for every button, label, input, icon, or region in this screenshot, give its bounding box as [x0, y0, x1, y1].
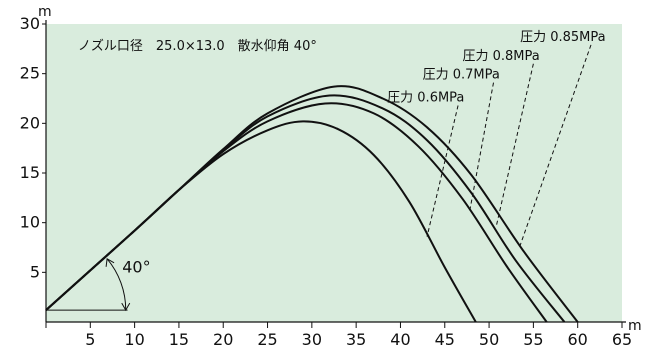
x-tick-label: 45 [435, 330, 455, 349]
x-tick-label: 40 [390, 330, 410, 349]
x-tick-label: 30 [302, 330, 322, 349]
series-label: 圧力 0.85MPa [520, 30, 606, 45]
y-tick-label: 20 [20, 113, 40, 132]
label-leader-line [519, 44, 592, 246]
y-tick-label: 25 [20, 64, 40, 83]
series-label: 圧力 0.7MPa [423, 68, 500, 83]
x-axis-unit: m [628, 318, 642, 334]
label-leader-line [469, 82, 494, 212]
angle-arrow-head [121, 302, 131, 312]
series-labels: 圧力 0.85MPa 圧力 0.8MPa 圧力 0.7MPa 圧力 0.6MPa [387, 30, 606, 246]
angle-label: 40° [122, 257, 150, 276]
series-group [45, 85, 579, 323]
label-leader-line [426, 105, 459, 237]
chart-subtitle: ノズル口径 25.0×13.0 散水仰角 40° [78, 38, 317, 54]
x-tick-label: 60 [568, 330, 588, 349]
series-label: 圧力 0.8MPa [462, 49, 539, 64]
y-tick-label: 5 [30, 262, 40, 281]
y-tick-label: 30 [20, 14, 40, 33]
y-tick-label: 10 [20, 213, 40, 232]
x-tick-label: 10 [124, 330, 144, 349]
x-tick-label: 15 [169, 330, 189, 349]
plot-background [46, 24, 622, 322]
axes: 5 10 15 20 25 30 35 40 45 50 55 60 65 5 10 15 20 25 30 [20, 14, 633, 349]
angle-arrow-tail [105, 258, 115, 267]
x-tick-label: 50 [479, 330, 499, 349]
x-tick-label: 25 [257, 330, 277, 349]
x-tick-label: 55 [523, 330, 543, 349]
x-tick-label: 65 [612, 330, 632, 349]
y-axis-unit: m [38, 4, 52, 20]
x-tick-label: 20 [213, 330, 233, 349]
x-tick-label: 35 [346, 330, 366, 349]
series-line [45, 85, 579, 323]
y-tick-label: 15 [20, 163, 40, 182]
angle-annotation: 40° [46, 257, 151, 312]
series-label: 圧力 0.6MPa [387, 90, 464, 105]
x-tick-label: 5 [85, 330, 95, 349]
angle-arc [106, 258, 127, 311]
